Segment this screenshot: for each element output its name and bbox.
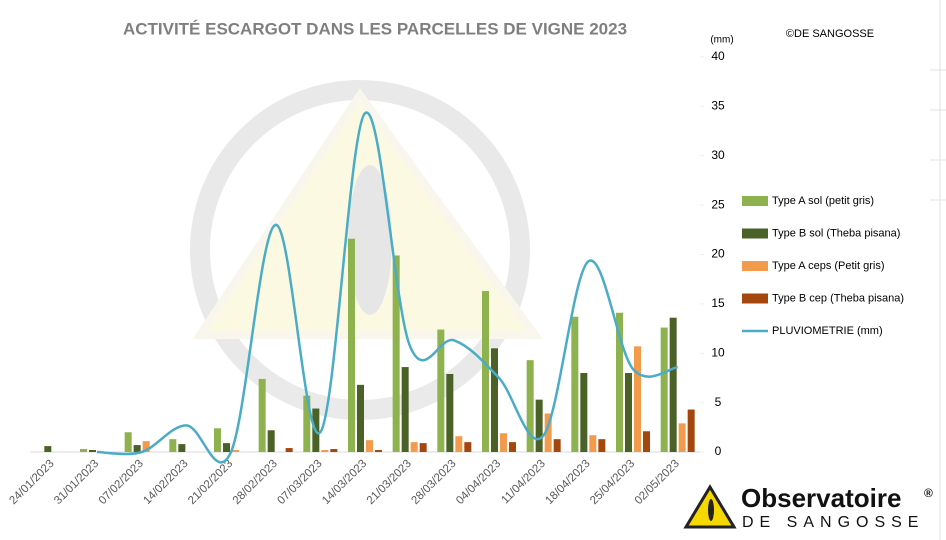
line-series [96, 111, 678, 464]
bar [509, 442, 516, 452]
x-tick-label: 02/05/2023 [633, 458, 682, 507]
bar [357, 384, 364, 452]
x-tick-label: 14/02/2023 [141, 458, 190, 507]
x-tick-label: 25/04/2023 [588, 458, 637, 507]
y-tick-label: 35 [711, 99, 725, 113]
legend-label: Type B sol (Theba pisana) [772, 227, 900, 239]
y-tick-label: 25 [711, 197, 725, 211]
bar [589, 435, 597, 452]
bar [401, 367, 409, 452]
chart-title: ACTIVITÉ ESCARGOT DANS LES PARCELLES DE … [123, 19, 627, 38]
bar [214, 428, 221, 452]
legend-label: PLUVIOMETRIE (mm) [772, 325, 883, 337]
bar [598, 439, 606, 452]
bar [267, 430, 275, 452]
bar [500, 433, 507, 452]
spreadsheet-grid [930, 0, 946, 540]
x-tick-label: 11/04/2023 [499, 458, 548, 507]
x-tick-label: 04/04/2023 [454, 458, 503, 507]
y-tick-label: 15 [711, 296, 725, 310]
bar [133, 445, 141, 452]
bar [446, 373, 454, 452]
bar [223, 443, 230, 452]
bar [669, 317, 677, 452]
bar [142, 441, 150, 452]
bar [169, 439, 177, 452]
x-tick-label: 07/03/2023 [275, 458, 324, 507]
y-tick-label: 20 [711, 247, 725, 261]
bar [643, 431, 650, 452]
bar [410, 442, 418, 452]
bar [80, 449, 87, 452]
bar [580, 373, 588, 452]
legend-swatch [742, 293, 768, 304]
bar [375, 450, 382, 452]
x-tick-label: 07/02/2023 [97, 458, 146, 507]
x-tick-label: 28/03/2023 [409, 458, 458, 507]
y-tick-label: 0 [715, 444, 722, 458]
bar [482, 291, 489, 452]
y-axis-label: (mm) [710, 35, 733, 46]
bar [285, 448, 293, 452]
x-tick-label: 21/02/2023 [186, 458, 235, 507]
y-tick-label: 40 [711, 49, 725, 63]
bar [44, 446, 52, 452]
copyright: ©DE SANGOSSE [786, 28, 874, 40]
bar [553, 439, 561, 452]
bar [535, 399, 543, 452]
bar [321, 450, 329, 452]
bar [464, 442, 472, 452]
logo-sub: DE SANGOSSE [742, 514, 924, 531]
logo-mark: ® [924, 486, 933, 500]
bar [660, 327, 668, 452]
bar [303, 395, 311, 452]
x-tick-label: 28/02/2023 [231, 458, 280, 507]
bar [437, 329, 445, 452]
x-tick-label: 21/03/2023 [365, 458, 414, 507]
bar [366, 440, 373, 452]
x-tick-label: 31/01/2023 [52, 458, 101, 507]
bar [526, 360, 534, 452]
x-tick-label: 18/04/2023 [543, 458, 592, 507]
bar [419, 443, 427, 452]
bar [348, 238, 355, 452]
bar [232, 450, 239, 452]
legend-label: Type B cep (Theba pisana) [772, 292, 904, 304]
bar [89, 450, 96, 452]
x-tick-label: 14/03/2023 [320, 458, 369, 507]
logo-name: Observatoire [741, 483, 901, 513]
legend-swatch [742, 196, 768, 206]
bar [491, 348, 498, 452]
y-tick-label: 10 [711, 345, 725, 359]
bar [258, 378, 266, 452]
legend-label: Type A ceps (Petit gris) [772, 260, 885, 272]
legend-swatch [742, 261, 768, 271]
y-tick-label: 30 [711, 148, 725, 162]
bar [634, 346, 641, 452]
bar [616, 312, 623, 452]
legend-label: Type A sol (petit gris) [772, 195, 874, 207]
bar [687, 409, 695, 452]
bar [392, 255, 400, 452]
logo: Observatoire ® DE SANGOSSE [683, 483, 933, 531]
bar [625, 373, 632, 452]
bar [678, 423, 686, 452]
bar [330, 449, 338, 452]
bar [571, 316, 579, 452]
legend-swatch [742, 228, 768, 239]
bar [455, 436, 463, 452]
y-tick-label: 5 [715, 395, 722, 409]
bar [178, 444, 186, 452]
x-tick-label: 24/01/2023 [7, 458, 56, 507]
bar [544, 413, 552, 452]
bar [124, 432, 132, 452]
